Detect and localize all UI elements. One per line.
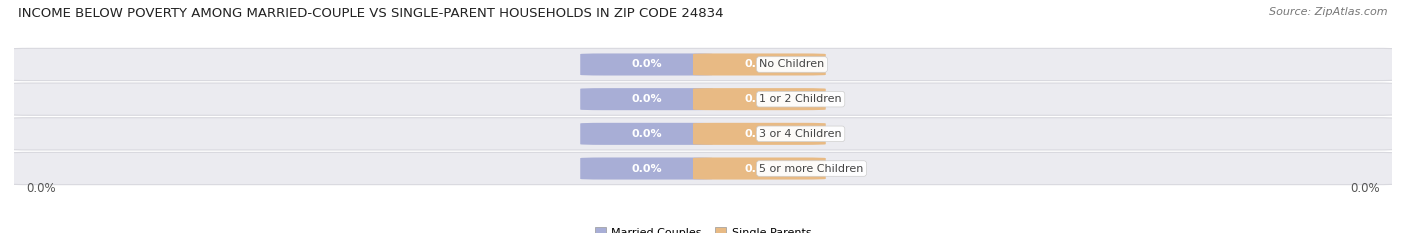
FancyBboxPatch shape — [8, 118, 1398, 150]
FancyBboxPatch shape — [693, 88, 825, 110]
Text: Source: ZipAtlas.com: Source: ZipAtlas.com — [1270, 7, 1388, 17]
Text: 0.0%: 0.0% — [631, 129, 662, 139]
FancyBboxPatch shape — [693, 123, 825, 145]
Text: 0.0%: 0.0% — [744, 94, 775, 104]
FancyBboxPatch shape — [8, 83, 1398, 115]
Text: 0.0%: 0.0% — [631, 164, 662, 174]
FancyBboxPatch shape — [581, 158, 713, 180]
Text: 0.0%: 0.0% — [631, 59, 662, 69]
Text: 5 or more Children: 5 or more Children — [759, 164, 863, 174]
Text: 3 or 4 Children: 3 or 4 Children — [759, 129, 842, 139]
Text: 0.0%: 0.0% — [631, 94, 662, 104]
Text: 0.0%: 0.0% — [744, 164, 775, 174]
FancyBboxPatch shape — [581, 123, 713, 145]
FancyBboxPatch shape — [693, 53, 825, 75]
Text: No Children: No Children — [759, 59, 824, 69]
Text: INCOME BELOW POVERTY AMONG MARRIED-COUPLE VS SINGLE-PARENT HOUSEHOLDS IN ZIP COD: INCOME BELOW POVERTY AMONG MARRIED-COUPL… — [18, 7, 724, 20]
Text: 0.0%: 0.0% — [1350, 182, 1379, 195]
FancyBboxPatch shape — [8, 152, 1398, 185]
Text: 0.0%: 0.0% — [744, 59, 775, 69]
FancyBboxPatch shape — [8, 48, 1398, 81]
Legend: Married Couples, Single Parents: Married Couples, Single Parents — [591, 223, 815, 233]
Text: 0.0%: 0.0% — [27, 182, 56, 195]
Text: 0.0%: 0.0% — [744, 129, 775, 139]
Text: 1 or 2 Children: 1 or 2 Children — [759, 94, 842, 104]
FancyBboxPatch shape — [581, 53, 713, 75]
FancyBboxPatch shape — [693, 158, 825, 180]
FancyBboxPatch shape — [581, 88, 713, 110]
